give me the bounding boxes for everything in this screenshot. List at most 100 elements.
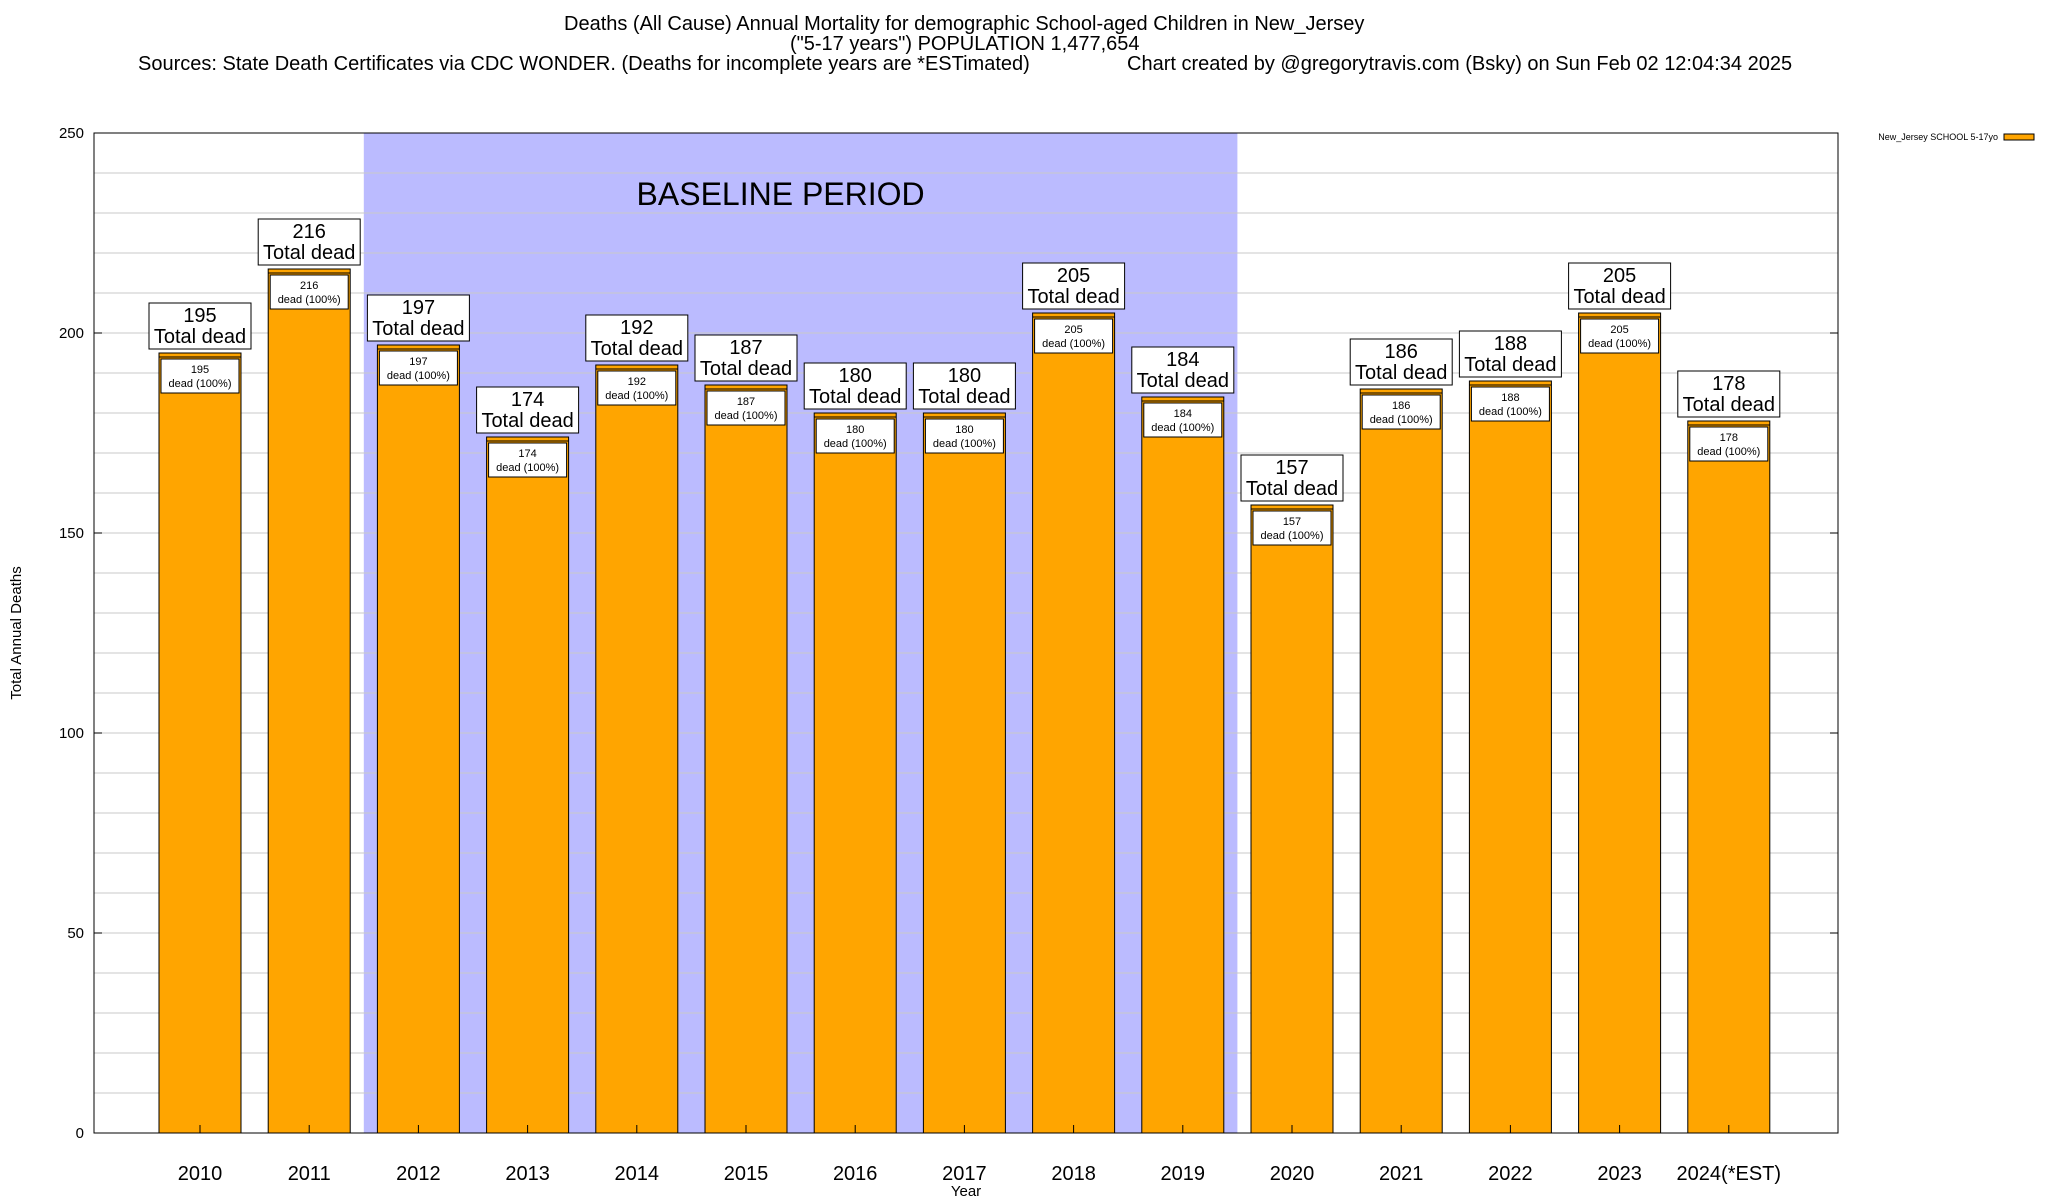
total-label-box [1240, 454, 1344, 502]
total-text-label: Total dead [1246, 478, 1338, 500]
inner-percent-label: dead (100%) [933, 438, 996, 450]
axes-layer: 2010 2011 2012 2013 2014 2015 2016 2017 2018 2019… [8, 125, 1839, 1200]
total-value-label: 205 [1603, 265, 1636, 287]
total-label-box [694, 334, 798, 382]
bar-2010 [158, 352, 242, 1134]
inner-value-label: 188 [1501, 392, 1519, 404]
inner-percent-label: dead (100%) [1479, 406, 1542, 418]
inner-label-box [706, 390, 786, 426]
x-tick-label-2020: 2020 [1270, 1163, 1315, 1185]
total-text-label: Total dead [481, 410, 573, 432]
x-tick-label-2021: 2021 [1379, 1163, 1424, 1185]
inner-value-label: 197 [409, 356, 427, 368]
total-text-label: Total dead [918, 386, 1010, 408]
total-label-box [1458, 330, 1562, 378]
chart-title: Deaths (All Cause) Annual Mortality for … [564, 13, 1365, 35]
chart-subtitle: ("5-17 years") POPULATION 1,477,654 [790, 33, 1140, 55]
inner-label-box [488, 442, 568, 478]
inner-value-label: 205 [1610, 324, 1628, 336]
x-axis-title: Year [951, 1183, 981, 1200]
bar-2021 [1359, 388, 1443, 1134]
y-tick-label-150: 150 [59, 525, 84, 542]
inner-percent-label: dead (100%) [1370, 414, 1433, 426]
x-tick-label-2013: 2013 [505, 1163, 550, 1185]
inner-label-box [1143, 402, 1223, 438]
bar-2023 [1578, 312, 1662, 1134]
total-label-box [1568, 262, 1672, 310]
x-tick-label-2010: 2010 [178, 1163, 223, 1185]
inner-label-box [1361, 394, 1441, 430]
x-tick-label-2011: 2011 [288, 1163, 331, 1185]
x-tick-label-2022: 2022 [1488, 1163, 1533, 1185]
inner-label-box [1252, 510, 1332, 546]
x-tick-label-2015: 2015 [724, 1163, 769, 1185]
y-tick-label-250: 250 [59, 125, 84, 142]
total-value-label: 178 [1712, 373, 1745, 395]
total-text-label: Total dead [372, 318, 464, 340]
x-tick-label-2012: 2012 [396, 1163, 441, 1185]
total-value-label: 192 [620, 317, 653, 339]
inner-value-label: 192 [628, 376, 646, 388]
total-text-label: Total dead [1355, 362, 1447, 384]
x-tick-label-2018: 2018 [1051, 1163, 1096, 1185]
inner-label-box [924, 418, 1004, 454]
total-value-label: 188 [1494, 333, 1527, 355]
total-text-label: Total dead [263, 242, 355, 264]
total-label-box [1022, 262, 1126, 310]
total-label-box [476, 386, 580, 434]
inner-label-box [269, 274, 349, 310]
inner-value-label: 186 [1392, 400, 1410, 412]
total-text-label: Total dead [700, 358, 792, 380]
bar-2015 [704, 384, 788, 1134]
y-axis-title: Total Annual Deaths [8, 566, 25, 699]
inner-value-label: 157 [1283, 516, 1301, 528]
inner-value-label: 195 [191, 364, 209, 376]
inner-label-box [1034, 318, 1114, 354]
total-value-label: 180 [948, 365, 981, 387]
bar-2013 [486, 436, 570, 1134]
bar-2022 [1468, 380, 1552, 1134]
total-text-label: Total dead [1573, 286, 1665, 308]
total-label-box [366, 294, 470, 342]
chart-sources: Sources: State Death Certificates via CD… [138, 53, 1030, 75]
inner-percent-label: dead (100%) [496, 462, 559, 474]
inner-label-box [1689, 426, 1769, 462]
total-label-box [803, 362, 907, 410]
inner-percent-label: dead (100%) [1697, 446, 1760, 458]
inner-label-box [815, 418, 895, 454]
total-label-box [1131, 346, 1235, 394]
inner-value-label: 216 [300, 280, 318, 292]
inner-label-box [378, 350, 458, 386]
total-value-label: 197 [402, 297, 435, 319]
bar-2024(*EST) [1687, 420, 1771, 1134]
chart-credit: Chart created by @gregorytravis.com (Bsk… [1127, 53, 1793, 75]
inner-label-box [160, 358, 240, 394]
inner-percent-label: dead (100%) [824, 438, 887, 450]
x-tick-label-2016: 2016 [833, 1163, 878, 1185]
inner-value-label: 184 [1174, 408, 1192, 420]
y-tick-label-100: 100 [59, 725, 84, 742]
total-label-box [257, 218, 361, 266]
bar-2018 [1032, 312, 1116, 1134]
total-value-label: 186 [1385, 341, 1418, 363]
x-tick-label-2014: 2014 [615, 1163, 660, 1185]
legend: New_Jersey SCHOOL 5-17yo [1878, 132, 2035, 142]
bar-2017 [922, 412, 1006, 1134]
total-text-label: Total dead [1027, 286, 1119, 308]
inner-percent-label: dead (100%) [1588, 338, 1651, 350]
inner-percent-label: dead (100%) [278, 294, 341, 306]
total-value-label: 174 [511, 389, 544, 411]
inner-value-label: 205 [1064, 324, 1082, 336]
inner-percent-label: dead (100%) [169, 378, 232, 390]
inner-value-label: 180 [846, 424, 864, 436]
